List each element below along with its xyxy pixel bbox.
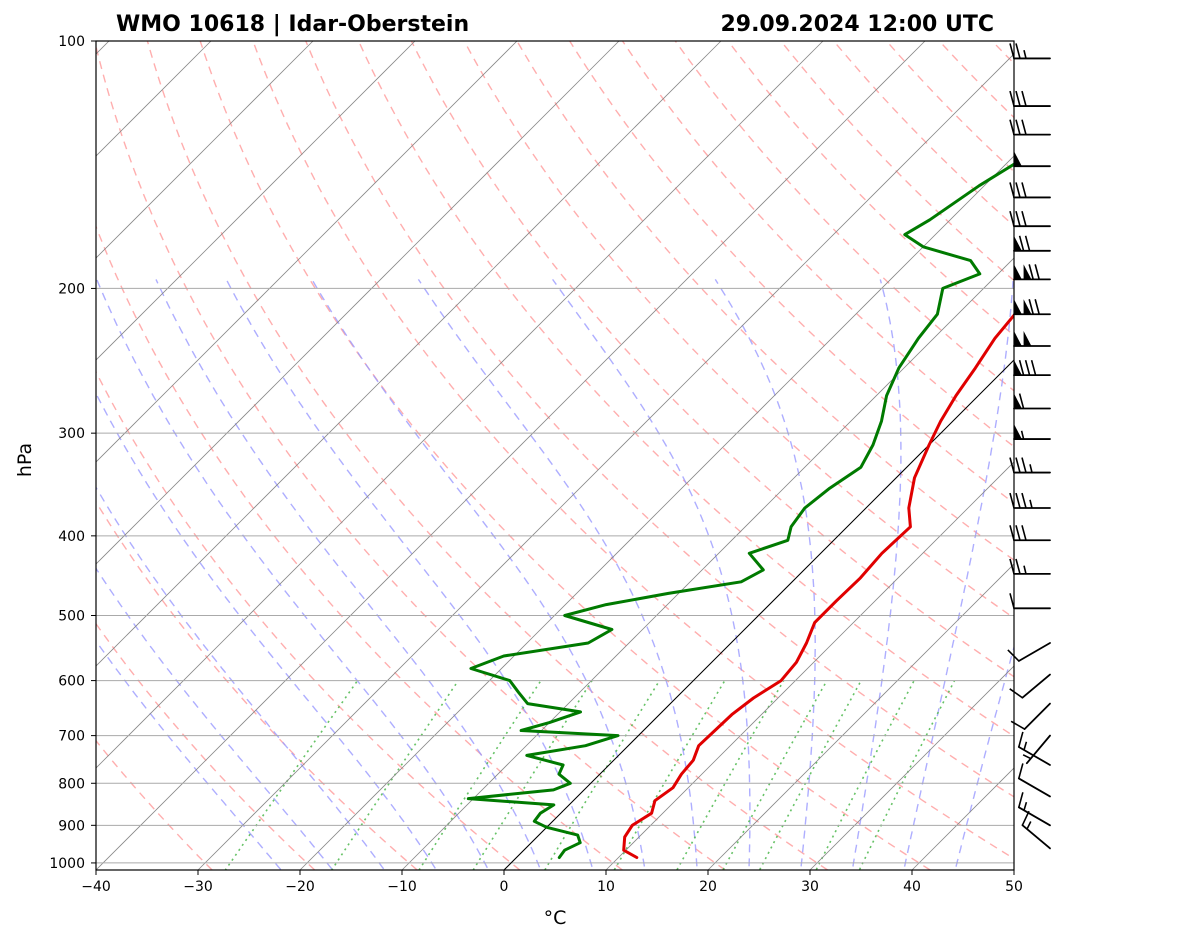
y-tick-label: 500 [58, 609, 85, 625]
x-tick-label: 50 [1005, 879, 1023, 895]
y-tick-label: 300 [58, 426, 85, 442]
y-tick-label: 700 [58, 729, 85, 745]
x-tick-label: 10 [597, 879, 615, 895]
x-tick-label: −10 [387, 879, 417, 895]
x-tick-label: −40 [81, 879, 111, 895]
y-tick-label: 400 [58, 529, 85, 545]
x-tick-label: −30 [183, 879, 213, 895]
y-tick-label: 200 [58, 281, 85, 297]
chart-title-datetime: 29.09.2024 12:00 UTC [720, 12, 994, 37]
y-tick-label: 800 [58, 776, 85, 792]
chart-title-station: WMO 10618 | Idar-Oberstein [116, 12, 469, 37]
y-tick-label: 900 [58, 818, 85, 834]
x-tick-label: −20 [285, 879, 315, 895]
y-axis-label: hPa [14, 443, 36, 477]
x-tick-label: 0 [500, 879, 509, 895]
y-tick-label: 1000 [49, 856, 85, 872]
y-tick-label: 600 [58, 674, 85, 690]
x-tick-label: 20 [699, 879, 717, 895]
y-tick-label: 100 [58, 34, 85, 50]
x-axis-label: °C [544, 907, 567, 929]
x-tick-label: 30 [801, 879, 819, 895]
x-tick-label: 40 [903, 879, 921, 895]
